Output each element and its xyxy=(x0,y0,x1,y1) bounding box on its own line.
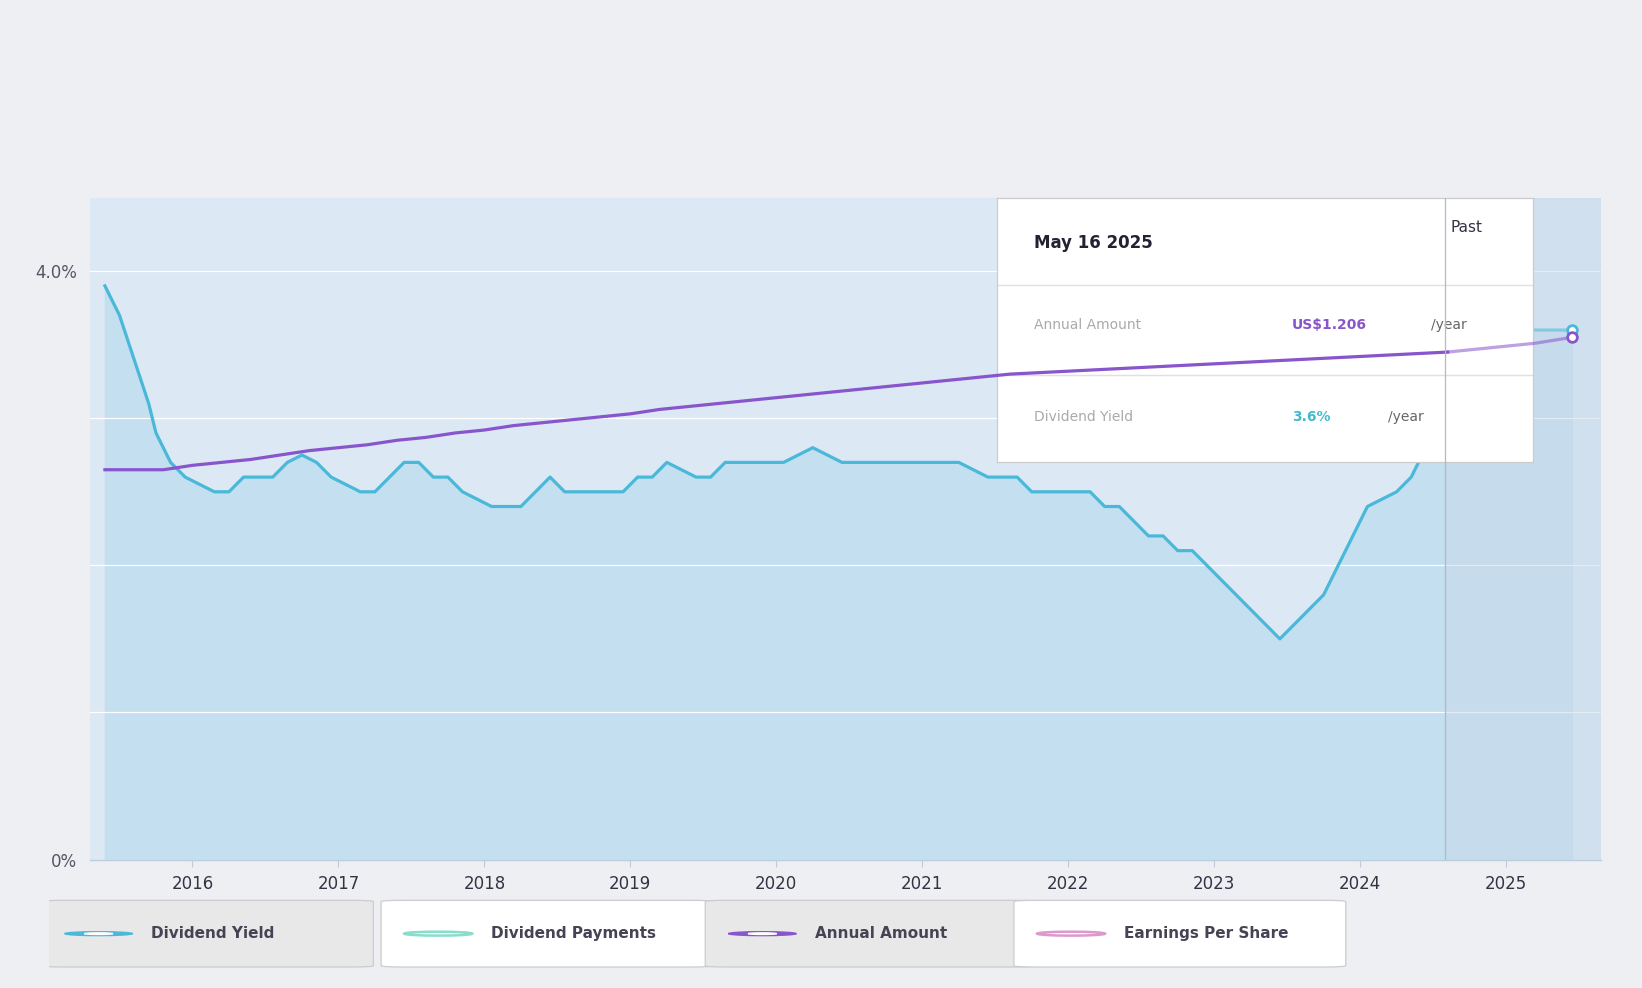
FancyBboxPatch shape xyxy=(41,900,373,967)
FancyBboxPatch shape xyxy=(706,900,1038,967)
Bar xyxy=(1445,198,1601,860)
FancyBboxPatch shape xyxy=(381,900,713,967)
Text: Dividend Payments: Dividend Payments xyxy=(491,926,655,942)
Text: Past: Past xyxy=(1450,219,1483,235)
Circle shape xyxy=(84,933,113,935)
Circle shape xyxy=(729,932,796,936)
Text: Earnings Per Share: Earnings Per Share xyxy=(1123,926,1287,942)
FancyBboxPatch shape xyxy=(1015,900,1346,967)
Text: Dividend Yield: Dividend Yield xyxy=(151,926,274,942)
Circle shape xyxy=(64,932,133,936)
Text: Annual Amount: Annual Amount xyxy=(814,926,947,942)
Circle shape xyxy=(749,933,777,935)
